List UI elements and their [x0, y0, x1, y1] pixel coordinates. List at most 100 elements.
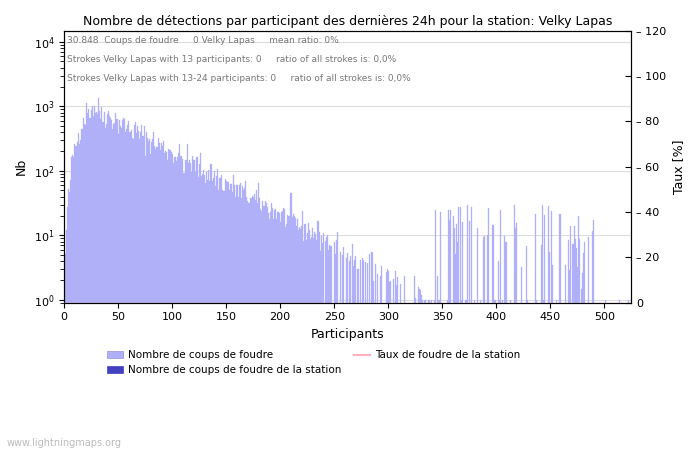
Bar	[206, 172, 207, 450]
Bar	[298, 230, 299, 450]
Bar	[505, 243, 507, 450]
Bar	[203, 170, 204, 450]
Bar	[187, 144, 188, 450]
Bar	[190, 163, 191, 450]
Bar	[94, 106, 95, 450]
Bar	[346, 253, 348, 450]
Bar	[514, 205, 515, 450]
Bar	[559, 214, 561, 450]
Bar	[152, 139, 153, 450]
Bar	[583, 252, 584, 450]
Bar	[293, 214, 294, 450]
Bar	[295, 218, 296, 450]
Bar	[107, 114, 108, 450]
Bar	[215, 186, 216, 450]
Bar	[155, 149, 157, 450]
Bar	[157, 148, 158, 450]
Bar	[151, 142, 152, 450]
Bar	[140, 132, 141, 450]
Bar	[283, 208, 284, 450]
Bar	[363, 260, 364, 450]
Bar	[221, 176, 223, 450]
Bar	[284, 209, 285, 450]
Bar	[153, 132, 154, 450]
Bar	[244, 188, 245, 450]
Bar	[71, 157, 72, 450]
X-axis label: Participants: Participants	[311, 328, 384, 341]
Bar	[74, 144, 76, 450]
Bar	[220, 179, 221, 450]
Bar	[126, 129, 127, 450]
Bar	[108, 111, 109, 450]
Bar	[167, 160, 169, 450]
Bar	[100, 119, 102, 450]
Bar	[484, 236, 485, 450]
Bar	[499, 300, 500, 450]
Bar	[510, 300, 511, 450]
Bar	[480, 300, 481, 450]
Bar	[593, 220, 594, 450]
Bar	[325, 241, 326, 450]
Bar	[350, 256, 351, 450]
Bar	[263, 207, 265, 450]
Bar	[568, 240, 569, 450]
Bar	[178, 153, 179, 450]
Bar	[234, 185, 235, 450]
Bar	[543, 300, 545, 450]
Bar	[265, 203, 267, 450]
Bar	[228, 182, 229, 450]
Bar	[584, 243, 585, 450]
Bar	[526, 246, 527, 450]
Bar	[72, 155, 74, 450]
Bar	[424, 300, 426, 450]
Bar	[487, 235, 488, 450]
Bar	[177, 157, 178, 450]
Bar	[104, 128, 106, 450]
Bar	[299, 227, 300, 450]
Bar	[467, 206, 468, 450]
Bar	[308, 223, 309, 450]
Bar	[111, 120, 112, 450]
Bar	[272, 208, 273, 450]
Bar	[393, 279, 394, 450]
Bar	[158, 138, 159, 450]
Bar	[321, 236, 322, 450]
Bar	[188, 163, 189, 450]
Bar	[192, 156, 193, 450]
Bar	[303, 241, 304, 450]
Bar	[570, 226, 571, 450]
Bar	[565, 266, 566, 450]
Bar	[68, 189, 69, 450]
Bar	[166, 152, 167, 450]
Bar	[232, 192, 233, 450]
Bar	[99, 112, 100, 450]
Bar	[147, 138, 148, 450]
Bar	[245, 181, 246, 450]
Bar	[578, 216, 579, 450]
Bar	[536, 300, 537, 450]
Bar	[128, 121, 130, 450]
Bar	[183, 173, 185, 450]
Bar	[414, 298, 416, 450]
Bar	[449, 220, 450, 450]
Bar	[291, 217, 293, 450]
Bar	[235, 197, 237, 450]
Bar	[97, 114, 98, 450]
Bar	[288, 216, 289, 450]
Bar	[386, 270, 388, 450]
Bar	[577, 266, 578, 450]
Bar	[114, 123, 116, 450]
Bar	[336, 240, 337, 450]
Bar	[90, 110, 92, 450]
Bar	[160, 149, 161, 450]
Bar	[340, 252, 341, 450]
Bar	[137, 126, 138, 450]
Bar	[287, 215, 288, 450]
Bar	[217, 169, 218, 450]
Bar	[428, 300, 430, 450]
Bar	[116, 119, 118, 450]
Bar	[261, 211, 262, 450]
Bar	[502, 300, 503, 450]
Bar	[172, 154, 173, 450]
Bar	[260, 209, 261, 450]
